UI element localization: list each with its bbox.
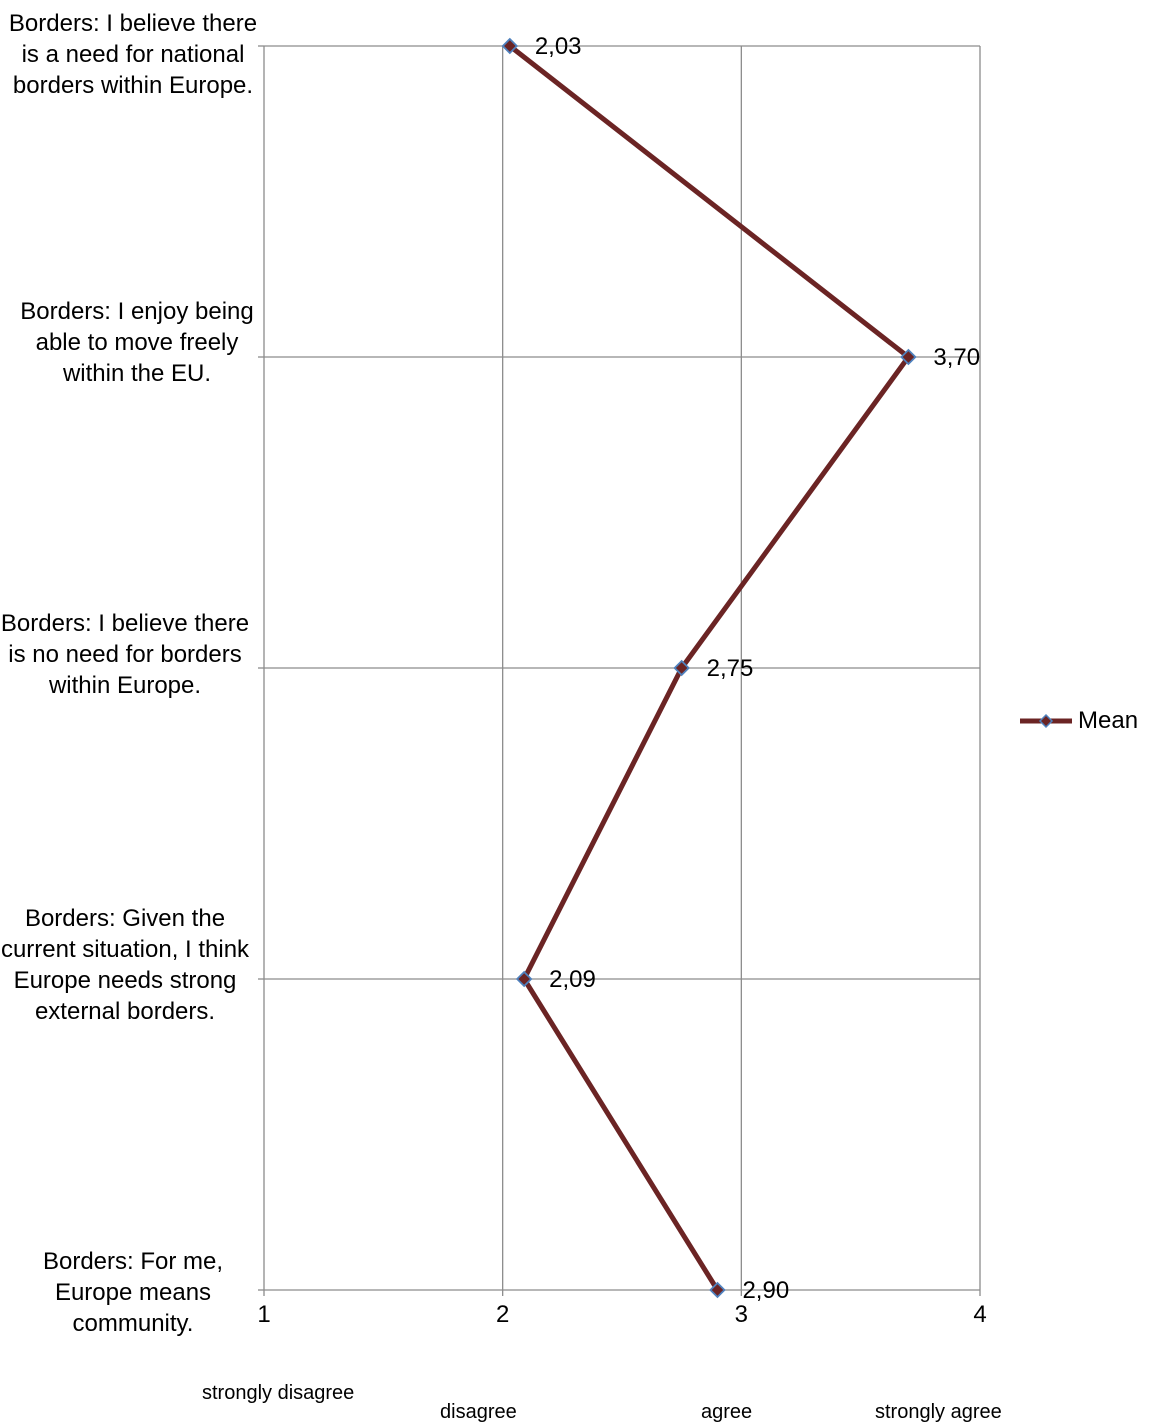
legend-line-diamond-icon bbox=[1020, 713, 1072, 729]
data-label: 2,09 bbox=[549, 966, 596, 993]
data-point-marker bbox=[673, 659, 690, 677]
category-label: Borders: For me, Europe means community. bbox=[42, 1248, 224, 1337]
data-label: 3,70 bbox=[933, 344, 980, 371]
data-label: 2,90 bbox=[742, 1277, 789, 1304]
category-label: Borders: I enjoy being able to move free… bbox=[20, 298, 254, 387]
data-point-marker bbox=[501, 37, 519, 55]
x-tick-label: 2 bbox=[496, 1301, 509, 1328]
scale-label-disagree: disagree bbox=[440, 1401, 517, 1423]
x-tick-label: 3 bbox=[735, 1301, 748, 1328]
category-label: Borders: I believe there is a need for n… bbox=[8, 10, 258, 99]
gridlines bbox=[258, 45, 981, 1296]
scale-label-strongly-disagree: strongly disagree bbox=[202, 1382, 355, 1404]
data-label: 2,75 bbox=[707, 655, 754, 682]
x-tick-label: 4 bbox=[973, 1301, 986, 1328]
data-point-marker bbox=[709, 1281, 726, 1299]
x-tick-labels: 1 2 3 4 bbox=[257, 1301, 986, 1328]
category-label: Borders: Given the current situation, I … bbox=[0, 905, 250, 1025]
category-label: Borders: I believe there is no need for … bbox=[0, 610, 250, 699]
data-point-marker bbox=[515, 970, 533, 988]
scale-label-agree: agree bbox=[701, 1401, 753, 1423]
x-tick-label: 1 bbox=[257, 1301, 270, 1328]
series-mean: 2,03 3,70 2,75 2,09 2,90 bbox=[501, 33, 980, 1304]
data-label: 2,03 bbox=[535, 33, 582, 60]
legend-label-mean: Mean bbox=[1078, 707, 1139, 734]
scale-label-strongly-agree: strongly agree bbox=[875, 1401, 1002, 1423]
legend: Mean bbox=[1018, 706, 1138, 736]
data-point-marker bbox=[900, 348, 917, 366]
